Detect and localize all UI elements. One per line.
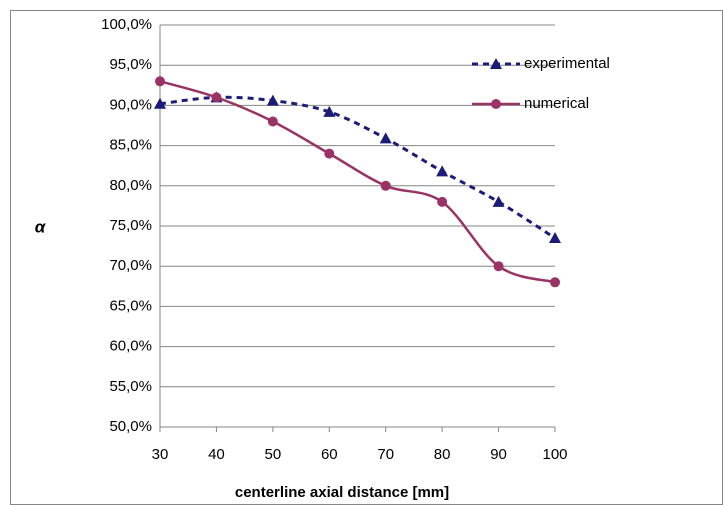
y-tick-label: 95,0% (109, 56, 152, 73)
legend-marker (491, 99, 501, 109)
y-tick-label: 100,0% (101, 16, 152, 33)
legend-marker (490, 58, 502, 69)
y-tick-label: 65,0% (109, 297, 152, 314)
data-point (266, 94, 279, 106)
data-point (437, 196, 448, 207)
y-tick-label: 70,0% (109, 257, 152, 274)
chart-frame (10, 10, 723, 505)
y-tick-label: 60,0% (109, 338, 152, 355)
data-point (154, 97, 166, 109)
data-point (324, 148, 335, 159)
x-tick-label: 90 (490, 446, 507, 463)
y-tick-label: 50,0% (109, 418, 152, 435)
data-point (379, 132, 392, 144)
x-axis-title: centerline axial distance [mm] (235, 484, 449, 501)
data-point (550, 277, 560, 288)
data-point (267, 116, 278, 127)
data-point (380, 180, 391, 191)
data-point (155, 76, 165, 87)
x-tick-label: 50 (265, 446, 282, 463)
series-line (159, 80, 556, 284)
x-tick-label: 40 (208, 446, 225, 463)
x-tick-label: 70 (377, 446, 394, 463)
y-tick-label: 90,0% (109, 96, 152, 113)
y-tick-label: 55,0% (109, 378, 152, 395)
data-point (549, 232, 561, 244)
x-tick-label: 100 (542, 446, 567, 463)
y-axis-title: α (35, 217, 47, 236)
legend-label: experimental (524, 55, 610, 72)
x-tick-label: 80 (434, 446, 451, 463)
data-point (492, 195, 505, 207)
series-line (159, 95, 556, 240)
data-point (436, 165, 449, 177)
y-tick-label: 85,0% (109, 137, 152, 154)
x-tick-label: 30 (152, 446, 169, 463)
legend-label: numerical (524, 95, 589, 112)
x-tick-label: 60 (321, 446, 338, 463)
data-point (323, 105, 336, 117)
data-point (211, 92, 222, 103)
data-point (493, 261, 504, 272)
y-tick-label: 80,0% (109, 177, 152, 194)
y-tick-label: 75,0% (109, 217, 152, 234)
